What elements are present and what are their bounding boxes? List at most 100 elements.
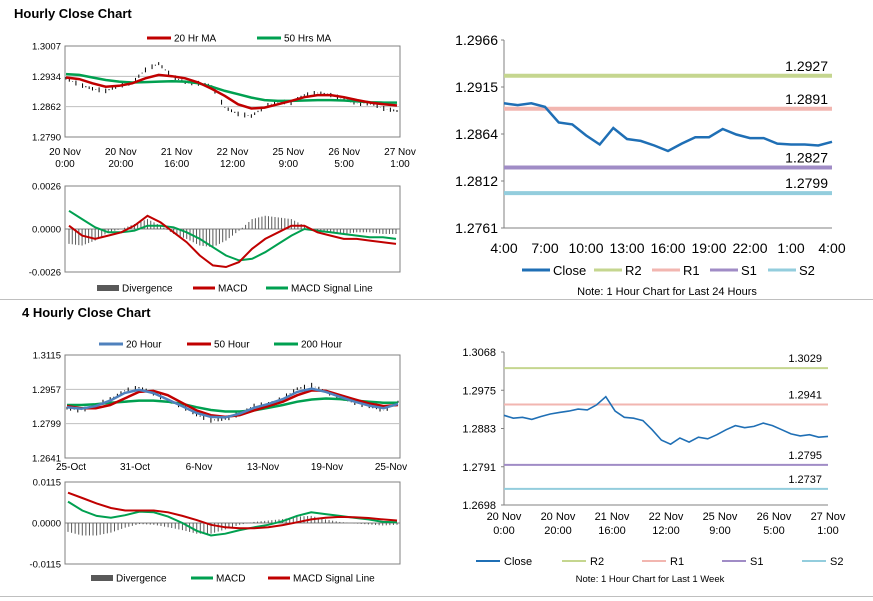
- hourly-price-y-tick: 1.2934: [32, 72, 61, 83]
- four-hourly-price-y-tick: 1.2957: [32, 385, 61, 396]
- hourly-price-x-tick-date: 20 Nov: [105, 147, 137, 158]
- four-hourly-levels-note: Note: 1 Hour Chart for Last 1 Week: [576, 574, 725, 585]
- hourly-macd-legend-label: MACD: [218, 284, 247, 295]
- hourly-price-x-tick-time: 9:00: [279, 159, 299, 170]
- hourly-macd-y-tick: 0.0000: [32, 225, 61, 236]
- four-hourly-levels-x-tick-date: 22 Nov: [649, 511, 684, 523]
- four-hourly-levels-y-tick: 1.3068: [462, 347, 496, 359]
- hourly-macd-line: [68, 214, 397, 269]
- hourly-price-x-tick-time: 12:00: [220, 159, 245, 170]
- hourly-price-x-tick-date: 27 Nov: [384, 147, 416, 158]
- hourly-level-r2-label: 1.2927: [785, 58, 828, 74]
- four-hourly-levels-y-tick: 1.2791: [462, 462, 496, 474]
- four-hourly-macd-legend-label: MACD Signal Line: [293, 574, 375, 585]
- hourly-price-legend-label: 50 Hrs MA: [284, 34, 332, 45]
- four-hourly-levels-x-tick-date: 20 Nov: [541, 511, 576, 523]
- hourly-levels-y-tick: 1.2966: [455, 32, 498, 48]
- hourly-macd-chart: 0.0026 0.0000 -0.0026 Divergence MACD MACD Si…: [29, 182, 401, 295]
- hourly-levels-legend-label: R1: [683, 263, 700, 278]
- four-hourly-price-chart: 20 Hour 50 Hour 200 Hour 1.3115 1.2957 1.2799…: [32, 340, 407, 474]
- hourly-price-x-tick-date: 25 Nov: [272, 147, 304, 158]
- four-hourly-levels-x-tick-time: 5:00: [763, 525, 784, 537]
- hourly-levels-x-tick: 4:00: [490, 240, 517, 256]
- hourly-levels-x-tick: 7:00: [531, 240, 558, 256]
- hourly-price-x-tick-time: 5:00: [334, 159, 354, 170]
- four-hourly-price-x-tick: 25-Oct: [56, 462, 86, 473]
- four-hourly-macd-line: [67, 500, 398, 537]
- four-hourly-price-x-tick: 6-Nov: [186, 462, 213, 473]
- four-hourly-macd-y-tick: 0.0000: [32, 519, 61, 530]
- four-hourly-level-s2-label: 1.2737: [788, 474, 822, 486]
- four-hourly-price-plot-frame: [64, 354, 401, 459]
- four-hourly-macd-legend-label: Divergence: [116, 574, 167, 585]
- hourly-price-chart: 20 Hr MA 50 Hrs MA 1.3007 1.2934 1.2862 1.279…: [32, 34, 416, 171]
- hourly-price-x-tick-date: 22 Nov: [217, 147, 249, 158]
- hourly-level-r1-label: 1.2891: [785, 91, 828, 107]
- four-hourly-levels-x-tick-time: 9:00: [709, 525, 730, 537]
- four-hourly-levels-y-tick: 1.2883: [462, 424, 496, 436]
- hourly-section-title: Hourly Close Chart: [14, 6, 132, 21]
- hourly-level-s2-label: 1.2799: [785, 175, 828, 191]
- hourly-price-y-tick: 1.2862: [32, 102, 61, 113]
- hourly-levels-y-tick: 1.2761: [455, 220, 498, 236]
- four-hourly-levels-x-tick-date: 20 Nov: [487, 511, 522, 523]
- four-hourly-price-y-tick: 1.3115: [33, 351, 61, 362]
- four-hourly-levels-x-tick-date: 26 Nov: [757, 511, 792, 523]
- hourly-price-x-tick-date: 26 Nov: [328, 147, 360, 158]
- hourly-levels-x-tick: 22:00: [732, 240, 767, 256]
- four-hourly-price-legend-label: 20 Hour: [126, 340, 162, 351]
- hourly-price-legend-label: 20 Hr MA: [174, 34, 217, 45]
- four-hourly-levels-legend-label: S1: [750, 556, 763, 568]
- hourly-levels-note: Note: 1 Hour Chart for Last 24 Hours: [577, 286, 757, 298]
- hourly-price-x-tick-time: 0:00: [55, 159, 75, 170]
- hourly-levels-legend-label: S2: [799, 263, 815, 278]
- four-hourly-levels-y-tick: 1.2975: [462, 385, 496, 397]
- four-hourly-50hr-line: [66, 389, 399, 419]
- four-hourly-levels-legend-label: R1: [670, 556, 684, 568]
- hourly-macd-legend-label: Divergence: [122, 284, 173, 295]
- hourly-price-y-tick: 1.2790: [32, 133, 61, 144]
- four-hourly-level-r2-label: 1.3029: [788, 353, 822, 365]
- four-hourly-section-title: 4 Hourly Close Chart: [22, 305, 151, 320]
- hourly-levels-y-tick: 1.2812: [455, 173, 498, 189]
- hourly-price-x-tick-date: 20 Nov: [49, 147, 81, 158]
- hourly-price-x-tick-time: 1:00: [390, 159, 410, 170]
- four-hourly-levels-legend-label: R2: [590, 556, 604, 568]
- hourly-levels-y-tick: 1.2915: [455, 79, 498, 95]
- hourly-macd-y-tick: -0.0026: [29, 268, 61, 279]
- four-hourly-price-x-tick: 13-Nov: [247, 462, 279, 473]
- hourly-levels-x-tick: 1:00: [777, 240, 804, 256]
- hourly-price-y-tick: 1.3007: [32, 42, 61, 53]
- hourly-levels-chart: 1.2966 1.2915 1.2864 1.2812 1.2761 4:00 7:00 10…: [455, 32, 846, 298]
- hourly-levels-close-line: [503, 102, 833, 153]
- hourly-levels-x-tick: 16:00: [650, 240, 685, 256]
- four-hourly-macd-legend-label: MACD: [216, 574, 245, 585]
- hourly-levels-x-tick: 13:00: [609, 240, 644, 256]
- hourly-20hr-ma-line: [65, 73, 398, 110]
- four-hourly-levels-x-tick-time: 12:00: [652, 525, 680, 537]
- four-hourly-price-legend-label: 200 Hour: [301, 340, 343, 351]
- four-hourly-price-x-tick: 31-Oct: [120, 462, 150, 473]
- four-hourly-20hr-line: [66, 387, 399, 419]
- hourly-macd-y-tick: 0.0026: [32, 182, 61, 193]
- four-hourly-level-r1-label: 1.2941: [788, 390, 822, 402]
- hourly-macd-legend-label: MACD Signal Line: [291, 284, 373, 295]
- four-hourly-levels-y-tick: 1.2698: [462, 500, 496, 512]
- four-hourly-levels-x-tick-time: 20:00: [544, 525, 572, 537]
- hourly-levels-x-tick: 19:00: [691, 240, 726, 256]
- hourly-levels-legend-label: Close: [553, 263, 586, 278]
- four-hourly-levels-legend-label: Close: [504, 556, 532, 568]
- hourly-price-x-tick-time: 20:00: [108, 159, 133, 170]
- four-hourly-macd-y-tick: -0.0115: [29, 560, 61, 571]
- hourly-price-x-tick-time: 16:00: [164, 159, 189, 170]
- four-hourly-200hr-line: [67, 397, 398, 413]
- four-hourly-levels-legend-label: S2: [830, 556, 843, 568]
- four-hourly-price-y-tick: 1.2799: [32, 419, 61, 430]
- hourly-levels-y-tick: 1.2864: [455, 126, 498, 142]
- hourly-price-x-tick-date: 21 Nov: [161, 147, 193, 158]
- four-hourly-levels-x-tick-date: 25 Nov: [703, 511, 738, 523]
- hourly-level-s1-label: 1.2827: [785, 149, 828, 165]
- hourly-levels-legend-label: R2: [625, 263, 642, 278]
